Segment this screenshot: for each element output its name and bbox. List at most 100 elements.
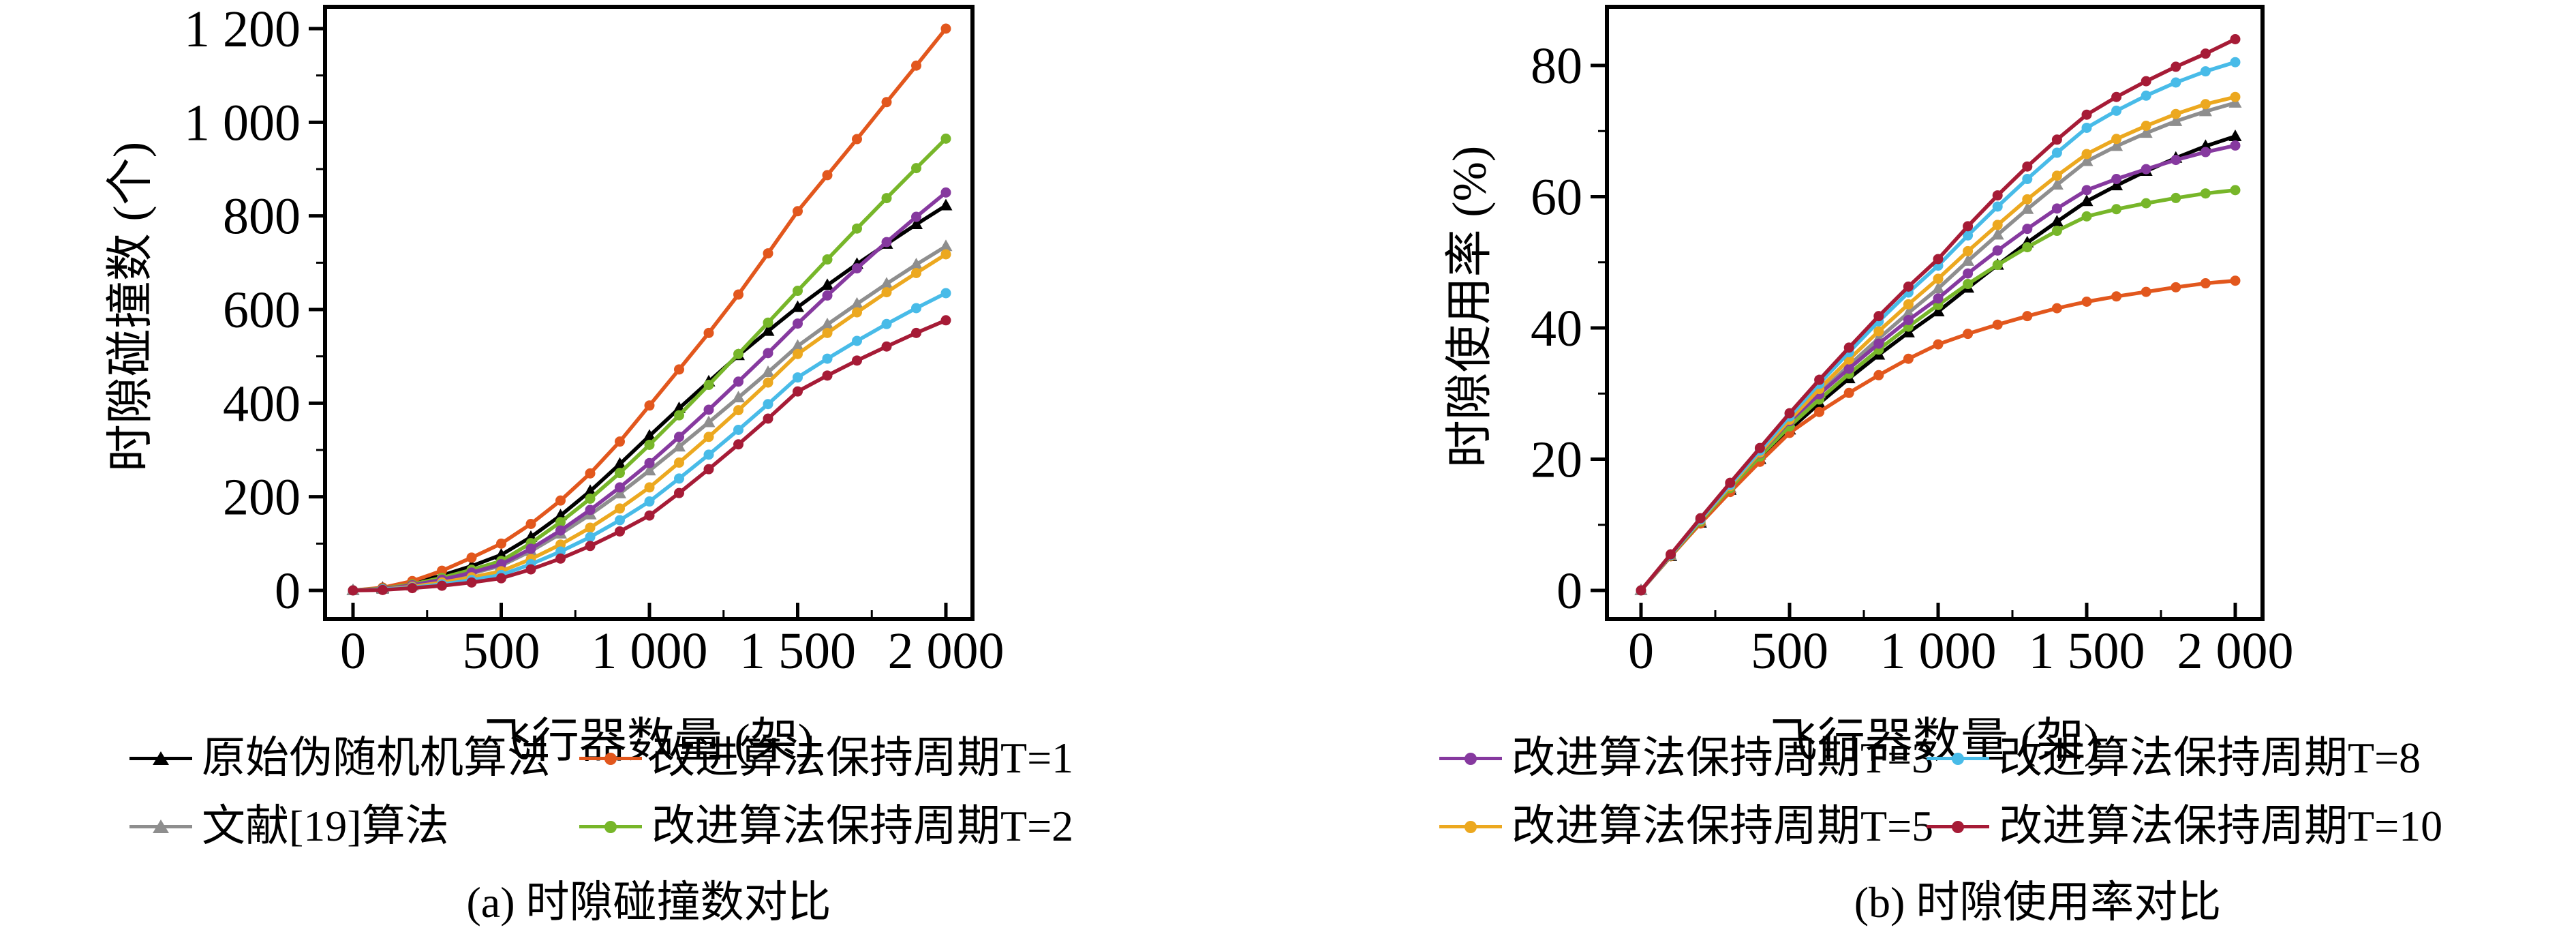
series-marker bbox=[1963, 268, 1974, 279]
y-tick-label: 400 bbox=[223, 375, 301, 432]
series-marker bbox=[940, 249, 951, 260]
series-marker bbox=[1903, 281, 1914, 292]
x-tick-label: 0 bbox=[1628, 622, 1654, 680]
series-marker bbox=[555, 546, 566, 557]
series-marker bbox=[1636, 585, 1646, 596]
legend-marker bbox=[604, 821, 617, 833]
series-marker bbox=[2230, 91, 2241, 102]
legend-label: 改进算法保持周期T=3 bbox=[1512, 734, 1934, 782]
legend-marker bbox=[1952, 753, 1964, 765]
series-marker bbox=[940, 23, 951, 34]
series-marker bbox=[2022, 224, 2033, 235]
series-marker bbox=[643, 429, 656, 441]
series-marker bbox=[2111, 174, 2122, 185]
series-marker bbox=[2081, 122, 2092, 133]
series-marker bbox=[1843, 342, 1854, 353]
series-marker bbox=[2050, 215, 2064, 227]
chart-a-legend: 原始伪随机机算法 改进算法保持周期T=1 文献[19]算法 改进算法保持周期T=2 bbox=[129, 735, 1073, 850]
series-marker bbox=[703, 464, 714, 475]
series-marker bbox=[881, 237, 892, 247]
series-marker bbox=[613, 457, 626, 469]
series-marker bbox=[793, 206, 803, 217]
legend-marker bbox=[1465, 821, 1477, 833]
series-line-b-6 bbox=[1639, 60, 2236, 592]
series-marker bbox=[1666, 549, 1676, 560]
series-marker bbox=[2169, 114, 2183, 126]
series-marker bbox=[2141, 286, 2151, 297]
series-marker bbox=[881, 193, 892, 204]
series-marker bbox=[793, 286, 803, 297]
series-marker bbox=[1933, 254, 1944, 265]
series-marker bbox=[437, 565, 447, 576]
series-marker bbox=[911, 303, 921, 314]
series-marker bbox=[2051, 203, 2062, 214]
circle-marker-icon bbox=[1927, 735, 1989, 781]
series-marker bbox=[822, 290, 833, 301]
legend-entry: 改进算法保持周期T=10 bbox=[1927, 803, 2442, 850]
series-marker bbox=[2200, 278, 2211, 289]
series-marker bbox=[2171, 192, 2181, 203]
series-marker bbox=[1725, 477, 1736, 488]
series-marker bbox=[555, 495, 566, 506]
series-marker bbox=[703, 404, 714, 415]
series-marker bbox=[1903, 299, 1914, 310]
series-marker bbox=[2200, 99, 2211, 110]
series-marker bbox=[2198, 139, 2212, 151]
series-marker bbox=[674, 410, 684, 421]
series-marker bbox=[555, 539, 566, 550]
legend-marker bbox=[153, 751, 169, 765]
series-marker bbox=[822, 370, 833, 381]
series-marker bbox=[466, 577, 477, 588]
series-marker bbox=[615, 503, 625, 514]
circle-marker-icon bbox=[1439, 735, 1502, 781]
series-marker bbox=[2171, 282, 2181, 292]
series-marker bbox=[407, 583, 418, 594]
series-marker bbox=[2141, 76, 2151, 87]
series-marker bbox=[1931, 282, 1945, 294]
series-marker bbox=[821, 278, 834, 290]
legend-label: 文献[19]算法 bbox=[202, 802, 449, 850]
series-marker bbox=[852, 335, 862, 346]
series-marker bbox=[880, 277, 893, 289]
series-marker bbox=[2051, 147, 2062, 158]
series-marker bbox=[821, 317, 834, 329]
series-marker bbox=[852, 134, 862, 145]
x-tick-label: 500 bbox=[463, 622, 540, 680]
series-marker bbox=[761, 324, 775, 336]
x-tick-label: 1 500 bbox=[2029, 622, 2145, 680]
series-marker bbox=[791, 300, 804, 312]
series-marker bbox=[763, 413, 773, 424]
series-marker bbox=[1814, 406, 1825, 417]
series-marker bbox=[1695, 513, 1706, 524]
series-marker bbox=[852, 307, 862, 318]
series-marker bbox=[2171, 108, 2181, 119]
series-marker bbox=[1814, 374, 1825, 385]
series-marker bbox=[793, 348, 803, 359]
circle-marker-icon bbox=[1927, 803, 1989, 850]
series-marker bbox=[881, 341, 892, 352]
series-marker bbox=[674, 457, 684, 468]
series-marker bbox=[732, 391, 745, 403]
x-tick-label: 1 000 bbox=[1880, 622, 1997, 680]
legend-entry: 改进算法保持周期T=8 bbox=[1927, 735, 2442, 781]
triangle-marker-icon bbox=[129, 803, 192, 850]
series-marker bbox=[1963, 245, 1974, 256]
series-marker bbox=[2081, 211, 2092, 222]
series-marker bbox=[1933, 273, 1944, 284]
series-marker bbox=[2141, 121, 2151, 132]
series-marker bbox=[525, 518, 536, 529]
series-marker bbox=[1901, 305, 1915, 318]
legend-marker bbox=[153, 820, 169, 833]
series-marker bbox=[733, 376, 743, 387]
chart-b-frame bbox=[1605, 5, 2265, 621]
series-marker bbox=[585, 505, 596, 515]
series-marker bbox=[585, 468, 596, 479]
series-marker bbox=[555, 517, 566, 528]
triangle-marker-icon bbox=[129, 735, 192, 781]
series-marker bbox=[2051, 226, 2062, 237]
series-marker bbox=[793, 318, 803, 329]
series-marker bbox=[763, 348, 773, 359]
series-marker bbox=[555, 553, 566, 564]
